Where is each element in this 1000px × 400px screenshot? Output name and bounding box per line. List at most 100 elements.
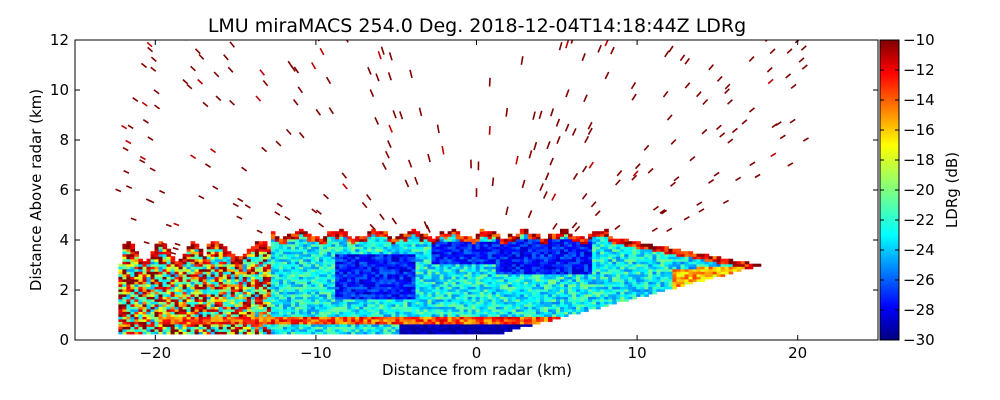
ldr-cell: [283, 276, 288, 280]
ldr-cell: [431, 271, 437, 275]
ldr-cell: [644, 273, 649, 277]
ldr-cell: [134, 281, 140, 285]
ldr-cell: [383, 323, 389, 327]
ldr-cell: [479, 293, 485, 297]
ldr-cell: [636, 276, 641, 280]
ldr-cell: [315, 256, 320, 260]
ldr-cell: [479, 283, 485, 287]
ldr-cell: [198, 318, 204, 322]
ldr-cell: [166, 281, 172, 285]
ldr-cell: [443, 296, 449, 300]
ldr-cell: [644, 263, 649, 267]
ldr-cell: [539, 281, 545, 285]
ldr-cell: [351, 296, 356, 300]
ldr-cell: [624, 271, 629, 275]
ldr-cell: [299, 248, 304, 252]
ldr-cell: [544, 243, 549, 247]
ldr-cell: [592, 261, 597, 265]
ldr-cell: [375, 283, 380, 287]
ldr-cell: [656, 246, 662, 250]
ldr-cell: [608, 288, 613, 292]
ldr-cell: [210, 301, 216, 305]
ldr-cell: [234, 326, 240, 330]
ldr-cell: [572, 276, 577, 280]
ldr-cell: [503, 266, 509, 270]
ldr-cell: [214, 316, 220, 320]
ldr-cell: [459, 236, 465, 240]
ldr-cell: [668, 258, 674, 262]
ldr-cell: [648, 286, 653, 290]
ldr-cell: [507, 233, 513, 237]
ldr-cell: [315, 276, 320, 280]
ldr-cell: [319, 306, 324, 310]
ldr-cell: [692, 278, 698, 282]
ldr-cell: [708, 261, 714, 265]
ldr-cell: [270, 261, 276, 265]
ldr-cell: [544, 266, 549, 270]
ldr-cell: [435, 258, 441, 262]
ldr-cell: [291, 321, 296, 325]
ldr-cell: [459, 331, 465, 335]
ldr-cell: [307, 256, 312, 260]
ldr-cell: [234, 273, 240, 277]
ldr-cell: [339, 331, 344, 335]
ldr-cell: [347, 296, 352, 300]
ldr-cell: [716, 268, 722, 272]
ldr-cell: [274, 236, 280, 240]
ldr-cell: [274, 321, 280, 325]
ldr-cell: [238, 291, 244, 295]
ldr-cell: [279, 253, 284, 257]
ldr-cell: [355, 291, 360, 295]
ldr-cell: [419, 273, 425, 277]
ldr-cell: [238, 306, 244, 310]
ldr-cell: [419, 308, 425, 312]
ldr-cell: [130, 311, 136, 315]
ldr-cell: [644, 268, 649, 272]
ldr-cell: [632, 253, 637, 257]
ldr-cell: [716, 261, 722, 265]
ldr-cell: [499, 241, 505, 245]
ldr-cell: [592, 288, 597, 292]
ldr-cell: [415, 238, 421, 242]
ldr-cell: [375, 253, 380, 257]
ldr-cell: [419, 261, 425, 265]
ldr-cell: [596, 263, 601, 267]
ldr-cell: [548, 308, 553, 312]
ldr-cell: [218, 298, 224, 302]
ldr-cell: [704, 273, 710, 277]
ldr-cell: [331, 328, 336, 332]
ldr-cell: [210, 266, 216, 270]
ldr-cell: [359, 278, 364, 282]
ldr-cell: [214, 243, 220, 247]
ldr-cell: [202, 303, 208, 307]
ldr-cell: [411, 246, 417, 250]
ldr-cell: [375, 296, 380, 300]
ldr-cell: [612, 293, 617, 297]
ldr-cell: [483, 306, 489, 310]
ldr-cell: [491, 258, 497, 262]
ldr-cell: [186, 323, 192, 327]
ldr-cell: [527, 261, 533, 265]
ldr-cell: [347, 271, 352, 275]
ldr-cell: [186, 286, 192, 290]
ldr-cell: [130, 273, 136, 277]
ldr-cell: [150, 331, 156, 335]
ldr-cell: [495, 326, 501, 330]
ldr-cell: [560, 298, 565, 302]
ldr-cell: [407, 328, 413, 332]
ldr-cell: [307, 251, 312, 255]
ldr-cell: [367, 323, 372, 327]
ldr-cell: [419, 318, 425, 322]
ldr-cell: [652, 256, 658, 260]
ldr-cell: [130, 268, 136, 272]
ldr-cell: [198, 316, 204, 320]
ldr-cell: [451, 293, 457, 297]
ldr-cell: [270, 273, 276, 277]
ldr-cell: [291, 311, 296, 315]
ldr-cell: [154, 318, 160, 322]
ldr-cell: [287, 318, 292, 322]
ldr-cell: [347, 236, 352, 240]
ldr-cell: [664, 281, 670, 285]
ldr-cell: [198, 301, 204, 305]
ldr-cell: [383, 241, 389, 245]
